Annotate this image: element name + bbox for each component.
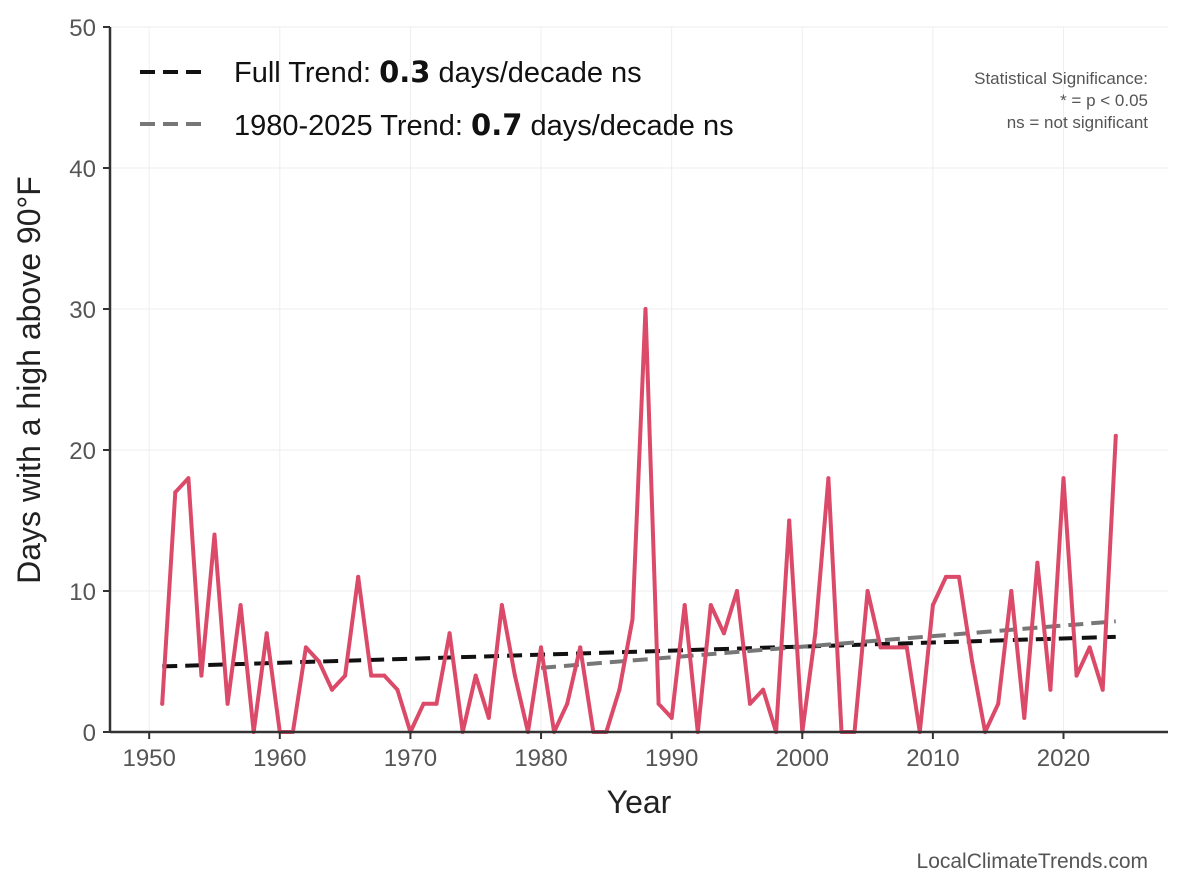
data-point-1987: [630, 617, 635, 622]
data-point-2022: [1087, 645, 1092, 650]
significance-line-1: * = p < 0.05: [1060, 91, 1148, 110]
data-point-2015: [996, 701, 1001, 706]
data-point-1955: [212, 532, 217, 537]
data-point-2017: [1022, 715, 1027, 720]
data-point-1969: [395, 687, 400, 692]
series-line: [160, 307, 1118, 734]
data-point-2021: [1074, 673, 1079, 678]
recent-trend-line: [540, 619, 1116, 670]
data-point-1956: [225, 701, 230, 706]
data-point-1988: [643, 307, 648, 311]
data-point-1954: [199, 673, 204, 678]
data-point-2012: [957, 574, 962, 579]
data-point-2011: [943, 574, 948, 579]
y-tick-label-10: 10: [69, 579, 96, 606]
data-point-1967: [369, 673, 374, 678]
data-point-1968: [382, 673, 387, 678]
data-point-1953: [186, 476, 191, 481]
data-point-1978: [512, 673, 517, 678]
data-point-2001: [813, 631, 818, 636]
y-tick-label-20: 20: [69, 438, 96, 465]
data-point-1966: [356, 574, 361, 579]
tick-labels: 1950 1960 1970 1980 1990 2000 2010 2020 0 10 20 30 4…: [69, 15, 1090, 772]
data-point-1971: [421, 701, 426, 706]
data-point-1990: [669, 715, 674, 720]
data-point-1952: [173, 490, 178, 495]
data-point-1991: [682, 603, 687, 608]
data-point-1980: [539, 645, 544, 650]
significance-line-2: ns = not significant: [1007, 113, 1149, 132]
x-tick-label-1970: 1970: [384, 745, 437, 772]
data-point-1976: [486, 715, 491, 720]
data-point-2023: [1100, 687, 1105, 692]
x-tick-label-2020: 2020: [1037, 745, 1090, 772]
data-point-1959: [264, 631, 269, 636]
data-point-1983: [578, 645, 583, 650]
full-trend-line: [162, 634, 1116, 669]
data-series: [160, 307, 1118, 734]
data-point-2005: [865, 589, 870, 593]
data-point-1996: [748, 701, 753, 706]
y-tick-label-50: 50: [69, 15, 96, 42]
data-point-1989: [656, 701, 661, 706]
y-axis-title: Days with a high above 90°F: [11, 176, 47, 584]
significance-note: Statistical Significance: * = p < 0.05 n…: [974, 69, 1148, 132]
data-point-1957: [238, 603, 243, 608]
data-point-1975: [473, 673, 478, 678]
y-tick-label-30: 30: [69, 297, 96, 324]
legend-label-full-trend: Full Trend: 0.3 days/decade ns: [234, 55, 642, 89]
axes: [103, 26, 1168, 739]
data-point-2018: [1035, 560, 1040, 565]
trend-lines: [162, 619, 1116, 670]
x-tick-label-1950: 1950: [122, 745, 175, 772]
data-point-2010: [930, 603, 935, 608]
x-tick-label-2000: 2000: [776, 745, 829, 772]
data-point-1951: [160, 701, 165, 706]
data-point-1993: [708, 603, 713, 608]
data-point-2013: [970, 659, 975, 664]
data-point-1977: [499, 603, 504, 608]
data-point-1999: [787, 518, 792, 523]
data-point-1997: [761, 687, 766, 692]
y-tick-label-40: 40: [69, 156, 96, 183]
data-point-1962: [303, 645, 308, 650]
data-point-1972: [434, 701, 439, 706]
data-point-1994: [721, 631, 726, 636]
data-point-1986: [617, 687, 622, 692]
x-tick-label-1990: 1990: [645, 745, 698, 772]
source-credit: LocalClimateTrends.com: [917, 850, 1148, 873]
x-tick-label-1960: 1960: [253, 745, 306, 772]
data-point-2016: [1009, 589, 1014, 593]
data-point-1973: [447, 631, 452, 636]
grid: [110, 26, 1168, 733]
x-axis-title: Year: [607, 784, 672, 820]
data-point-2007: [891, 645, 896, 650]
data-point-2020: [1061, 476, 1066, 481]
data-point-2024: [1113, 433, 1118, 438]
data-point-2006: [878, 645, 883, 650]
legend-label-recent-trend: 1980-2025 Trend: 0.7 days/decade ns: [234, 108, 734, 142]
y-tick-label-0: 0: [83, 720, 96, 747]
data-point-1982: [565, 701, 570, 706]
data-point-1964: [330, 687, 335, 692]
significance-title: Statistical Significance:: [974, 69, 1148, 88]
x-tick-label-1980: 1980: [514, 745, 567, 772]
data-point-2008: [904, 645, 909, 650]
data-point-1965: [343, 673, 348, 678]
data-point-1963: [316, 659, 321, 664]
data-point-1995: [734, 589, 739, 593]
x-tick-label-2010: 2010: [906, 745, 959, 772]
legend: Full Trend: 0.3 days/decade ns 1980-2025…: [140, 55, 734, 142]
data-point-2002: [826, 476, 831, 481]
data-point-2019: [1048, 687, 1053, 692]
